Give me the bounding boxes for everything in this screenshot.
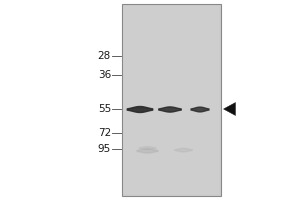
Text: 95: 95 (98, 144, 111, 154)
Bar (123, 6, 219, 194)
Text: 72: 72 (98, 128, 111, 138)
Bar (122, 4, 220, 196)
Text: 28: 28 (98, 51, 111, 61)
Polygon shape (224, 102, 236, 116)
Text: 36: 36 (98, 70, 111, 80)
Text: 55: 55 (98, 104, 111, 114)
